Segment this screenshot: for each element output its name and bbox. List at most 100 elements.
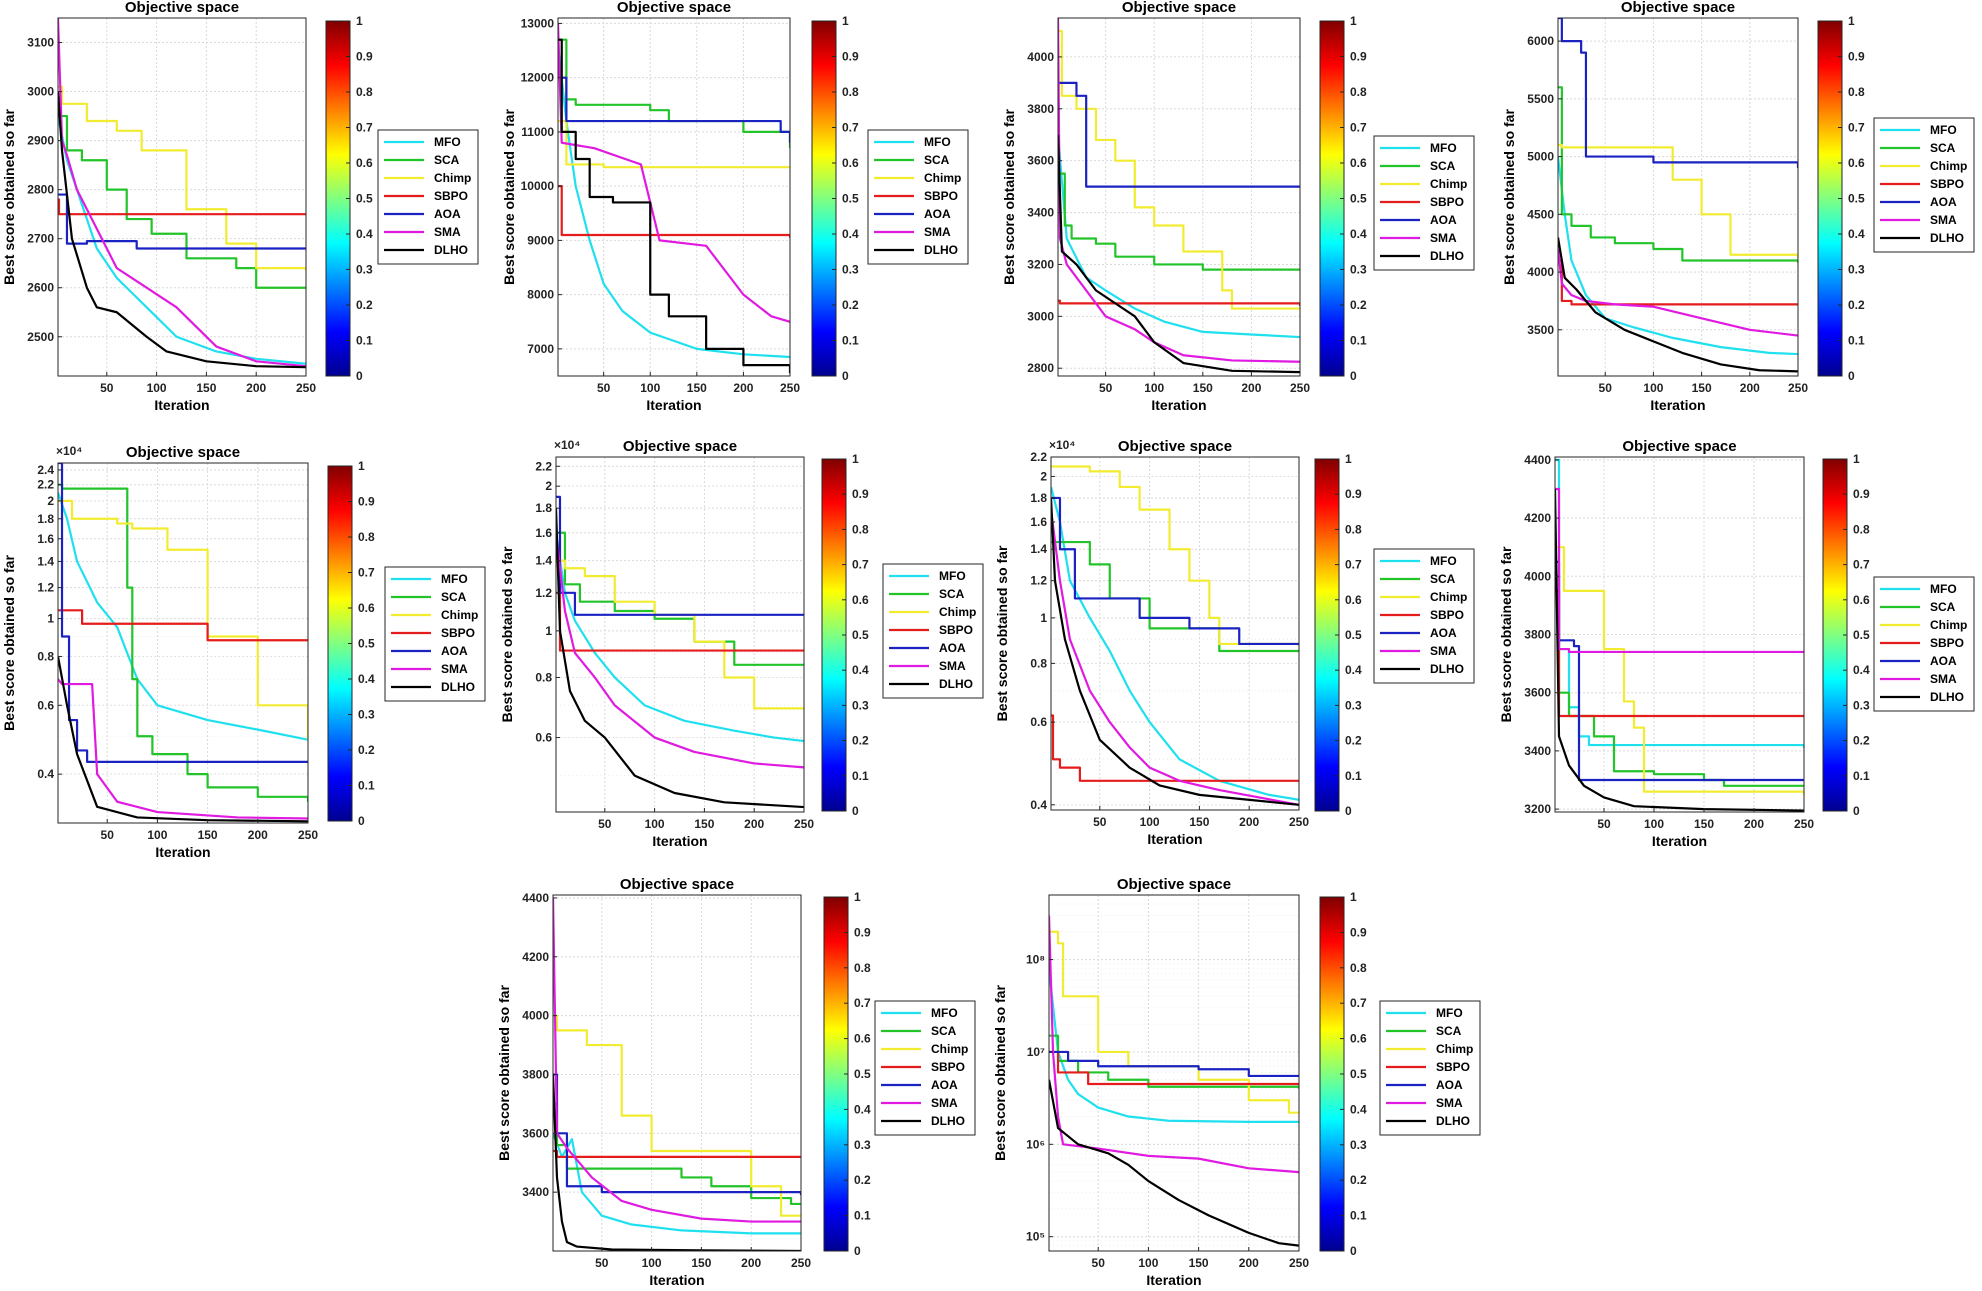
legend-label-sma: SMA: [1436, 1096, 1463, 1110]
y-tick-label: 1.8: [1030, 491, 1047, 505]
chart-title: Objective space: [1122, 0, 1236, 16]
series-line-dlho: [558, 38, 790, 374]
colorbar-tick-label: 1: [842, 14, 849, 28]
legend-label-dlho: DLHO: [931, 1114, 965, 1128]
chart-title: Objective space: [1118, 438, 1232, 455]
grid: [58, 18, 307, 376]
colorbar-tick-label: 0: [1848, 369, 1855, 383]
x-tick-label: 50: [595, 1256, 609, 1270]
x-tick-label: 50: [1093, 815, 1107, 829]
colorbar-tick-label: 0.5: [1848, 192, 1865, 206]
legend-label-sca: SCA: [939, 587, 965, 601]
legend-label-sca: SCA: [924, 153, 950, 167]
legend-label-dlho: DLHO: [1930, 690, 1964, 704]
colorbar-tick-label: 0.2: [1350, 1173, 1367, 1187]
y-tick-label: 4400: [522, 891, 549, 905]
series-line-aoa: [1051, 496, 1299, 646]
series-line-dlho: [1058, 134, 1300, 374]
colorbar-tick-label: 0.8: [1350, 961, 1367, 975]
plot-area: [1051, 457, 1299, 810]
colorbar-tick-label: 0.9: [1350, 50, 1367, 64]
y-exponent-label: ×10⁴: [56, 444, 82, 458]
colorbar-tick-label: 0.9: [1345, 487, 1362, 501]
legend-label-mfo: MFO: [434, 135, 461, 149]
x-tick-label: 100: [1144, 381, 1164, 395]
colorbar-tick-label: 0.9: [842, 50, 859, 64]
x-axis-label: Iteration: [155, 844, 210, 860]
y-tick-label: 1: [545, 624, 552, 638]
colorbar-tick-label: 0.7: [854, 996, 871, 1010]
axes-box: [1048, 894, 1300, 1252]
legend-label-mfo: MFO: [1430, 554, 1457, 568]
y-tick-label: 4000: [1527, 265, 1554, 279]
series-line-chimp: [1058, 29, 1300, 310]
colorbar-tick-label: 0.6: [1345, 593, 1362, 607]
x-tick-label: 200: [248, 828, 268, 842]
legend-label-aoa: AOA: [1436, 1078, 1463, 1092]
series-group: [553, 897, 801, 1251]
colorbar-tick-label: 0.3: [1350, 1138, 1367, 1152]
y-axis-label: Best score obtained so far: [499, 546, 515, 722]
series-line-mfo: [1058, 134, 1300, 339]
legend-label-sca: SCA: [1436, 1024, 1462, 1038]
series-line-chimp: [1558, 143, 1798, 259]
colorbar-tick-label: 0.4: [356, 227, 373, 241]
plot-area: [58, 18, 306, 376]
chart-title: Objective space: [620, 876, 734, 893]
x-axis-label: Iteration: [1146, 1272, 1201, 1288]
colorbar-tick-label: 0.4: [1345, 663, 1362, 677]
colorbar-tick-label: 0.7: [358, 566, 375, 580]
chart-panel-7: 50 100 150 200 250 0.4 0.6 0.8 1 1.2 1.4 1.6 1.8 2 2.2…: [994, 438, 1475, 847]
series-group: [1051, 465, 1299, 806]
y-tick-label: 5500: [1527, 92, 1554, 106]
axes-box: [552, 894, 802, 1252]
x-tick-label: 150: [198, 828, 218, 842]
colorbar: 0 0.1 0.2 0.3 0.4 0.5 0.6 0.7 0.8 0.9 1: [1319, 890, 1367, 1258]
x-axis-label: Iteration: [154, 397, 209, 413]
y-tick-label: 7000: [527, 342, 554, 356]
series-line-sma: [1049, 915, 1299, 1174]
y-tick-label: 0.4: [37, 767, 54, 781]
colorbar: 0 0.1 0.2 0.3 0.4 0.5 0.6 0.7 0.8 0.9 1: [821, 452, 869, 818]
colorbar-tick-label: 0.6: [852, 593, 869, 607]
x-axis-label: Iteration: [1650, 397, 1705, 413]
y-axis-label: Best score obtained so far: [496, 985, 512, 1161]
y-tick-label: 10⁸: [1026, 953, 1045, 967]
series-line-mfo: [558, 45, 790, 359]
legend-label-sma: SMA: [924, 225, 951, 239]
series-group: [58, 18, 306, 369]
grid: [556, 457, 805, 812]
y-tick-label: 9000: [527, 233, 554, 247]
colorbar-tick-label: 0.3: [1350, 263, 1367, 277]
y-tick-label: 4000: [1027, 50, 1054, 64]
y-tick-label: 2: [545, 479, 552, 493]
chart-title: Objective space: [617, 0, 731, 16]
chart-title: Objective space: [1117, 876, 1231, 893]
series-line-mfo: [58, 492, 308, 741]
colorbar-tick-label: 0.4: [842, 227, 859, 241]
y-exponent-label: ×10⁴: [554, 438, 580, 452]
series-line-aoa: [558, 76, 790, 143]
y-tick-label: 5000: [1527, 150, 1554, 164]
plot-area: [556, 457, 804, 812]
legend-label-sma: SMA: [939, 659, 966, 673]
series-group: [1558, 18, 1798, 373]
colorbar-tick-label: 0.7: [1350, 121, 1367, 135]
series-line-sca: [58, 114, 306, 289]
y-tick-label: 3000: [1027, 309, 1054, 323]
colorbar-tick-label: 1: [854, 890, 861, 904]
x-tick-label: 50: [1599, 381, 1613, 395]
series-line-chimp: [553, 1014, 801, 1217]
y-tick-label: 0.6: [37, 698, 54, 712]
y-tick-label: 13000: [521, 16, 555, 30]
series-group: [1049, 915, 1299, 1247]
y-tick-label: 3600: [522, 1126, 549, 1140]
legend: MFO SCA Chimp SBPO AOA SMA DLHO: [867, 129, 969, 265]
chart-panel-1: 50 100 150 200 250 2500 2600 2700 2800 2900 3000 31…: [1, 0, 479, 413]
legend-label-dlho: DLHO: [924, 243, 958, 257]
x-tick-label: 50: [1092, 1256, 1106, 1270]
axes-box: [1057, 17, 1301, 377]
legend: MFO SCA Chimp SBPO AOA SMA DLHO: [1379, 1000, 1481, 1136]
colorbar-tick-label: 0.5: [1350, 192, 1367, 206]
y-tick-label: 1.2: [535, 586, 552, 600]
